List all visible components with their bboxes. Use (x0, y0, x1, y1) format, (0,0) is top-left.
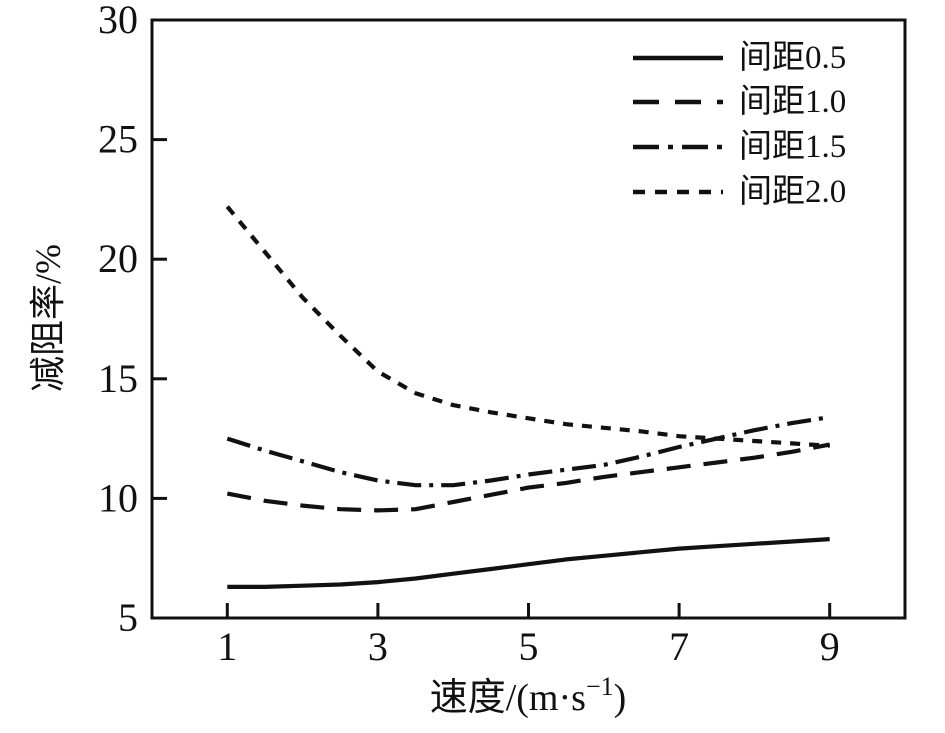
y-tick-label: 20 (98, 236, 138, 281)
x-axis-label-superscript: −1 (586, 672, 614, 701)
y-tick-label: 5 (118, 595, 138, 640)
series-line-densely-dashed (225, 205, 830, 448)
legend-label: 间距0.5 (739, 40, 846, 76)
x-tick-label: 3 (368, 624, 388, 669)
axis-tick-labels: 1 3 5 7 9 5 10 15 20 25 30 (98, 0, 840, 669)
x-tick-label: 1 (217, 624, 237, 669)
series-line-dashdot (226, 415, 831, 488)
legend-item: 间距1.0 (633, 84, 846, 120)
legend-item: 间距2.0 (633, 174, 846, 210)
legend: 间距0.5 间距1.0 间距1.5 间距2.0 (633, 40, 846, 210)
y-axis-label: 减阻率/% (28, 244, 68, 392)
series-line-solid (227, 537, 830, 590)
legend-item: 间距0.5 (633, 40, 846, 76)
legend-label: 间距1.5 (739, 129, 846, 165)
legend-label: 间距1.0 (739, 84, 846, 120)
axis-ticks (152, 138, 832, 618)
y-tick-label: 15 (98, 356, 138, 401)
x-axis-label-close: ) (614, 677, 627, 719)
legend-item: 间距1.5 (633, 129, 846, 165)
data-series (225, 205, 831, 590)
x-tick-label: 7 (669, 624, 689, 669)
x-axis-label: 速度/(m·s−1) (430, 672, 627, 719)
x-tick-label: 5 (519, 624, 539, 669)
x-tick-label: 9 (820, 624, 840, 669)
x-axis-label-main: 速度/(m·s (430, 677, 586, 719)
legend-label: 间距2.0 (739, 174, 846, 210)
y-tick-label: 30 (98, 0, 138, 42)
series-line-dashed (226, 442, 831, 513)
y-tick-label: 25 (98, 117, 138, 162)
y-tick-label: 10 (98, 475, 138, 520)
